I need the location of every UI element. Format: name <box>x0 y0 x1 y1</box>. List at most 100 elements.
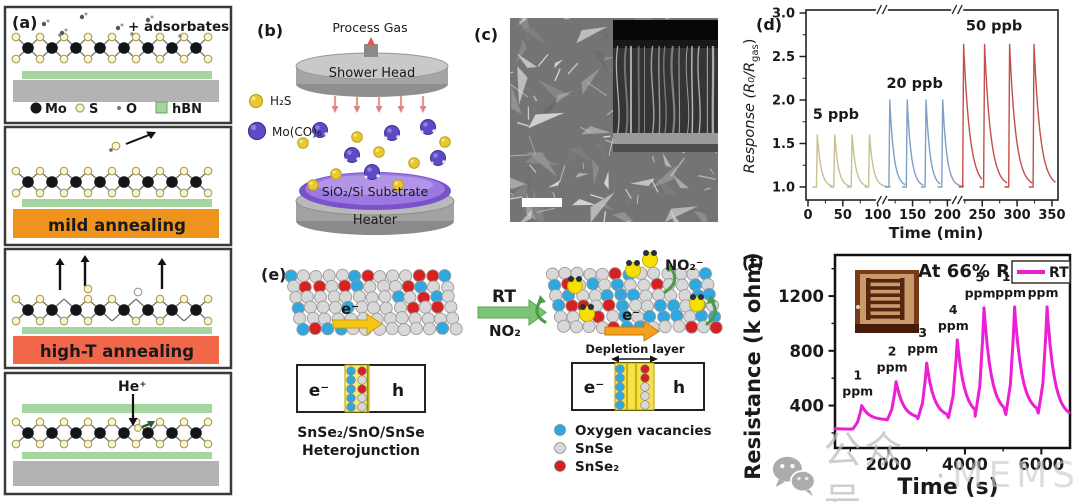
d-axis-break-slash <box>881 195 888 205</box>
charge-transfer-arrow-head <box>707 295 716 304</box>
moco6-ligand <box>420 130 424 134</box>
s-atom <box>107 54 117 64</box>
s-atom <box>107 166 117 176</box>
h2s-molecule <box>353 133 357 137</box>
moco6-ligand <box>384 136 388 140</box>
hbn-layer <box>22 452 212 459</box>
sem-ridge <box>704 187 711 191</box>
escaping-s-atom <box>111 141 121 151</box>
f-peak-label-5-ppm: 5 <box>976 270 985 285</box>
lattice-atom <box>296 269 310 283</box>
s-atom <box>131 439 141 449</box>
sem-ridge <box>652 155 655 163</box>
s-atom <box>107 294 117 304</box>
moco6-legend-icon <box>247 121 267 141</box>
panel-b-label: (b) <box>257 21 283 40</box>
scale-bar <box>522 198 562 207</box>
e-legend-label-oxygen-vacancies: Oxygen vacancies <box>575 423 712 439</box>
s-atom <box>59 417 69 427</box>
sem-flake <box>603 56 615 62</box>
e-junction-name-2: Heterojunction <box>302 443 420 459</box>
f-y-axis-title: Resistance (k ohm) <box>741 252 765 480</box>
high-t-annealing-bar <box>13 336 219 364</box>
lattice-atom <box>653 298 667 313</box>
substrate-layer <box>13 461 219 486</box>
gas-flow-arrow <box>331 106 339 113</box>
lattice-atom <box>637 278 651 292</box>
lattice-atom <box>392 290 406 304</box>
d-axis-break-slash <box>951 4 958 15</box>
sem-flake <box>603 170 609 190</box>
d-axis-break-gap <box>951 5 964 13</box>
sem-ridge <box>709 168 715 175</box>
lattice-atom <box>672 319 686 333</box>
gas-flow-arrow <box>353 106 361 113</box>
s-atom <box>59 166 69 176</box>
mo-atom <box>70 176 82 188</box>
d-ytick-label: 2.0 <box>772 94 795 109</box>
up-arrow-icon <box>80 255 90 262</box>
sem-inset-nanosheet <box>670 45 676 134</box>
s-atom <box>35 294 45 304</box>
d-y-axis-title-end: ) <box>742 39 758 45</box>
d-series-20-ppb <box>884 99 965 188</box>
panel-f-label: (f) <box>742 253 764 272</box>
h2s-molecule <box>297 137 309 149</box>
lattice-atom <box>422 322 437 336</box>
adsorbate-molecule <box>79 14 85 20</box>
f-peak-label-4-ppm: ppm <box>938 318 969 333</box>
s-atom <box>155 166 165 176</box>
s-atom <box>155 294 165 304</box>
strip-atom <box>615 373 625 383</box>
sem-ridge <box>510 154 530 157</box>
sem-flake <box>665 18 671 20</box>
sem-flake <box>693 210 708 222</box>
lattice-atom <box>647 266 661 280</box>
mo-atom <box>46 176 58 188</box>
e-legend-swatch-snse <box>554 442 566 454</box>
chip-photo-glint <box>856 305 860 309</box>
up-arrow-icon <box>55 258 65 265</box>
heater-label: Heater <box>353 213 398 228</box>
legend-label-o: O <box>126 102 137 117</box>
gas-flow-arrow <box>375 106 383 113</box>
sem-ridge <box>586 81 607 97</box>
sem-flake <box>592 49 609 75</box>
strip-atom <box>346 366 356 376</box>
sem-ridge <box>528 135 537 156</box>
panel-d-label: (d) <box>756 15 782 34</box>
f-ytick-label: 400 <box>790 397 824 416</box>
lattice-atom <box>335 268 350 282</box>
mo-atom <box>190 427 202 439</box>
moco6-ligand <box>324 132 328 136</box>
sem-inset-substrate <box>613 133 718 144</box>
mo-atom <box>46 304 58 316</box>
mo-atom <box>190 42 202 54</box>
lattice-atom <box>287 279 301 293</box>
adsorbate-molecule <box>41 21 47 27</box>
d-annotation-5-ppb: 5 ppb <box>813 107 859 123</box>
s-atom <box>203 32 213 42</box>
hbn-capping-layer <box>22 404 212 413</box>
s-atom <box>155 188 165 198</box>
no2-molecule <box>642 252 658 268</box>
chip-electrode-finger <box>870 315 903 319</box>
s-atom <box>203 439 213 449</box>
s-atom <box>131 32 141 42</box>
panel-c-label: (c) <box>474 25 498 44</box>
d-xtick-label: 250 <box>969 208 996 223</box>
mo-atom <box>142 42 154 54</box>
sem-inset-nanosheet <box>663 45 667 134</box>
legend-label-mo: Mo <box>45 102 67 117</box>
s-atom <box>131 166 141 176</box>
lattice-atom <box>431 300 445 314</box>
strip-atom <box>357 402 367 412</box>
chip-electrode-finger <box>868 307 901 312</box>
lattice-atom <box>642 309 657 324</box>
depletion-width-arrow <box>650 355 658 363</box>
h2s-molecule <box>441 138 445 142</box>
lattice-atom <box>296 322 310 336</box>
d-y-axis-title: Response (R₀/Rgas) <box>742 39 761 174</box>
s-atom <box>35 32 45 42</box>
